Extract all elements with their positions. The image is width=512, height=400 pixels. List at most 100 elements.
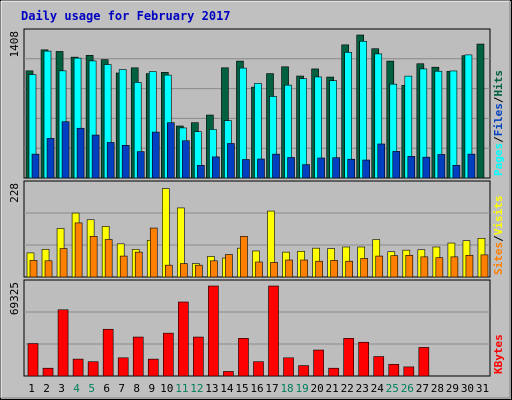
bar-sites-day-27 [420,256,429,278]
x-tick-label-day-1: 1 [28,382,35,395]
bar-kbytes-day-11 [178,301,189,377]
chart-panels: 1408Pages/Files/Hits228Sites/Visits69325… [8,28,505,377]
bar-pages-day-28 [437,154,446,179]
x-tick-label-day-25: 25 [386,382,399,395]
bar-pages-day-19 [302,164,310,179]
panel-middle-y-max-label: 228 [8,183,21,203]
x-tick-label-day-27: 27 [416,382,429,395]
panel-bottom-legend-entry-0: KBytes [492,334,505,374]
x-tick-label-day-30: 30 [461,382,474,395]
bar-pages-day-1 [31,153,40,179]
bar-pages-day-14 [227,143,235,179]
bar-pages-day-21 [332,157,340,179]
bar-pages-day-29 [452,165,461,179]
bar-hits-day-31 [476,43,485,179]
bar-kbytes-day-1 [27,343,39,377]
bar-sites-day-28 [435,257,444,278]
bar-pages-day-5 [91,134,100,179]
bar-pages-day-3 [61,121,70,179]
bar-sites-day-5 [89,236,98,278]
panel-top-legend-entry-2: Files [492,103,505,136]
x-tick-label-day-16: 16 [250,382,263,395]
panel-bottom: 69325 KBytes [8,279,505,377]
bar-kbytes-day-13 [208,285,219,377]
x-tick-label-day-17: 17 [265,382,278,395]
bar-pages-day-26 [407,156,416,179]
bar-kbytes-day-16 [253,361,264,377]
bar-kbytes-day-23 [358,341,370,377]
bar-sites-day-10 [164,264,173,278]
bar-sites-day-11 [180,263,188,278]
x-tick-label-day-13: 13 [205,382,218,395]
bar-pages-day-22 [347,158,355,179]
panel-bottom-y-max-label: 69325 [8,282,21,315]
bar-pages-day-2 [46,138,55,179]
x-tick-label-day-26: 26 [401,382,414,395]
bar-kbytes-day-22 [343,338,354,377]
bar-sites-day-17 [270,262,278,278]
bar-sites-day-24 [375,255,384,278]
bar-pages-day-15 [242,159,250,179]
x-tick-label-day-15: 15 [235,382,248,395]
x-tick-label-day-9: 9 [148,382,155,395]
bar-visits-day-10 [161,188,170,278]
series-sites [29,222,489,278]
x-tick-label-day-22: 22 [341,382,354,395]
bar-pages-day-27 [422,156,431,179]
bar-kbytes-day-6 [102,328,114,377]
x-tick-label-day-20: 20 [311,382,324,395]
bar-pages-day-18 [287,157,295,179]
bar-kbytes-day-27 [418,347,430,377]
bar-pages-day-17 [272,153,280,179]
x-tick-label-day-29: 29 [446,382,459,395]
bar-pages-day-25 [392,151,401,179]
x-tick-label-day-21: 21 [326,382,339,395]
x-tick-label-day-11: 11 [175,382,188,395]
bar-sites-day-25 [390,255,399,278]
x-tick-label-day-4: 4 [73,382,80,395]
bar-sites-day-4 [74,222,83,278]
bar-files-day-19 [299,78,307,179]
panel-bottom-plot-area [23,279,491,377]
bar-sites-day-31 [480,254,489,278]
bar-pages-day-6 [106,142,115,179]
bar-sites-day-9 [149,227,158,278]
x-tick-label-day-2: 2 [43,382,50,395]
bar-kbytes-day-20 [313,349,324,377]
bar-sites-day-14 [225,254,233,278]
bar-kbytes-day-7 [117,357,129,377]
bar-pages-day-16 [257,158,265,179]
x-tick-label-day-7: 7 [118,382,125,395]
bar-pages-day-11 [182,140,190,179]
x-tick-label-day-19: 19 [295,382,308,395]
panel-middle: 228 Sites/Visits [8,180,505,278]
bar-pages-day-12 [197,165,205,179]
x-tick-label-day-5: 5 [88,382,95,395]
x-tick-label-day-3: 3 [58,382,65,395]
bar-pages-day-30 [467,153,476,179]
bar-pages-day-10 [166,122,175,179]
bar-kbytes-day-9 [147,358,159,377]
bar-kbytes-day-25 [388,364,400,377]
bar-files-day-23 [359,40,368,179]
bar-kbytes-day-2 [42,367,54,377]
panel-middle-legend-entry-2: Visits [492,196,505,236]
x-tick-label-day-8: 8 [133,382,140,395]
panel-middle-legend-entry-1: / [492,235,505,242]
bar-kbytes-day-14 [223,371,234,377]
bar-pages-day-7 [121,144,130,179]
bar-sites-day-8 [134,251,143,278]
bar-sites-day-20 [315,260,323,278]
panel-top-legend: Pages/Files/Hits [492,70,505,176]
bar-pages-day-9 [151,131,160,179]
x-tick-label-day-10: 10 [160,382,173,395]
bar-sites-day-7 [119,255,128,278]
panel-top-legend-entry-1: / [492,136,505,143]
x-tick-label-day-18: 18 [280,382,293,395]
panel-middle-legend-entry-0: Sites [492,242,505,275]
bar-sites-day-2 [44,260,53,278]
panel-top-legend-entry-0: Pages [492,143,505,176]
bar-kbytes-day-17 [268,285,279,377]
